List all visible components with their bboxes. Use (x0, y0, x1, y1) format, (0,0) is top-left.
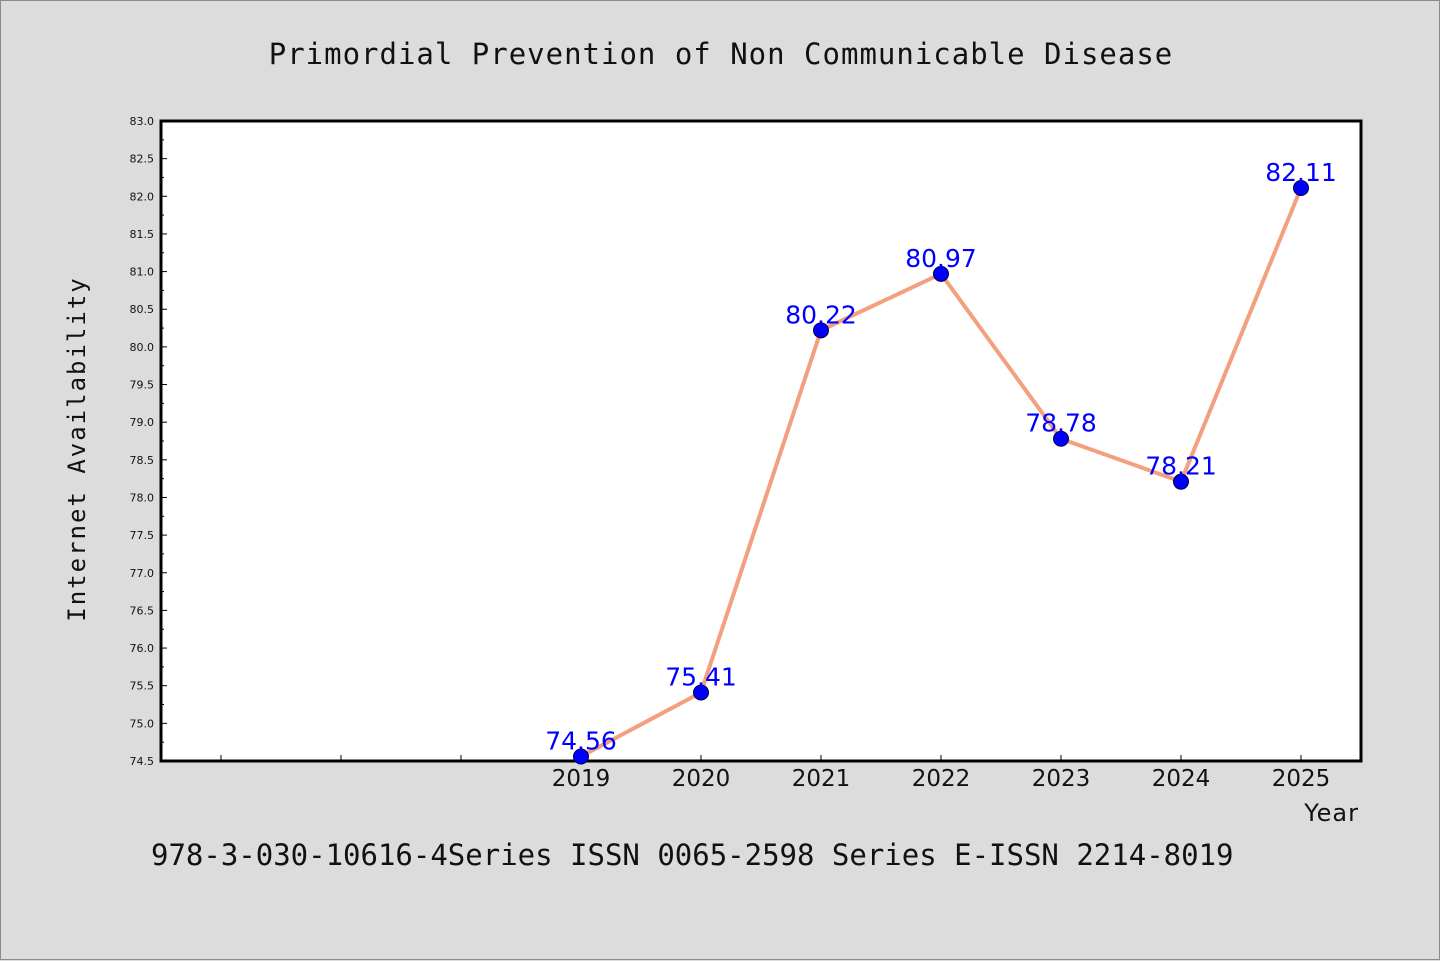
y-tick-label: 78.5 (130, 454, 155, 467)
y-tick-label: 75.5 (130, 680, 155, 693)
y-axis-ticks: 74.5 75.0 75.5 76.0 76.5 77.0 77.5 78.0 78.5 79.0… (130, 115, 167, 768)
data-point (813, 322, 829, 339)
data-point (1173, 473, 1189, 490)
y-tick-label: 82.5 (130, 153, 155, 166)
y-tick-label: 77.5 (130, 529, 155, 542)
data-markers (573, 180, 1309, 765)
data-label: 74.56 (545, 726, 617, 755)
y-tick-label: 83.0 (130, 115, 155, 128)
data-labels: 74.56 75.41 80.22 80.97 78.78 78.21 82.11 (545, 158, 1337, 755)
x-tick-label: 2022 (912, 766, 971, 792)
y-tick-label: 79.0 (130, 416, 155, 429)
y-tick-label: 75.0 (130, 717, 155, 730)
x-tick-label: 2025 (1272, 766, 1331, 792)
data-point (1053, 430, 1069, 447)
y-tick-label: 82.0 (130, 190, 155, 203)
y-tick-label: 79.5 (130, 379, 155, 392)
data-label: 80.22 (785, 300, 857, 329)
y-tick-label: 76.0 (130, 642, 155, 655)
y-tick-label: 81.0 (130, 266, 155, 279)
data-label: 82.11 (1265, 158, 1337, 187)
x-tick-label: 2019 (552, 766, 611, 792)
x-tick-label: 2021 (792, 766, 851, 792)
data-point (933, 265, 949, 282)
x-axis-label: Year (1303, 799, 1359, 827)
y-tick-label: 74.5 (130, 755, 155, 768)
data-point (1293, 180, 1309, 197)
y-tick-label: 81.5 (130, 228, 155, 241)
y-axis-label: Internet Availability (63, 276, 91, 621)
x-tick-label: 2020 (672, 766, 731, 792)
y-tick-label: 80.0 (130, 341, 155, 354)
x-tick-label: 2023 (1032, 766, 1091, 792)
data-label: 78.78 (1025, 409, 1097, 438)
data-label: 80.97 (905, 244, 977, 273)
y-tick-label: 77.0 (130, 567, 155, 580)
x-axis-ticks: 2019 2020 2021 2022 2023 2024 2025 (220, 755, 1331, 792)
y-tick-label: 76.5 (130, 604, 155, 617)
data-point (693, 684, 709, 701)
data-label: 75.41 (665, 662, 737, 691)
plot-area (159, 119, 1363, 763)
chart-title: Primordial Prevention of Non Communicabl… (269, 37, 1174, 71)
y-tick-label: 80.5 (130, 303, 155, 316)
y-tick-label: 78.0 (130, 491, 155, 504)
x-tick-label: 2024 (1152, 766, 1211, 792)
footer-isbn-issn: 978-3-030-10616-4Series ISSN 0065-2598 S… (151, 838, 1234, 872)
data-point (573, 748, 589, 765)
data-label: 78.21 (1145, 452, 1217, 481)
